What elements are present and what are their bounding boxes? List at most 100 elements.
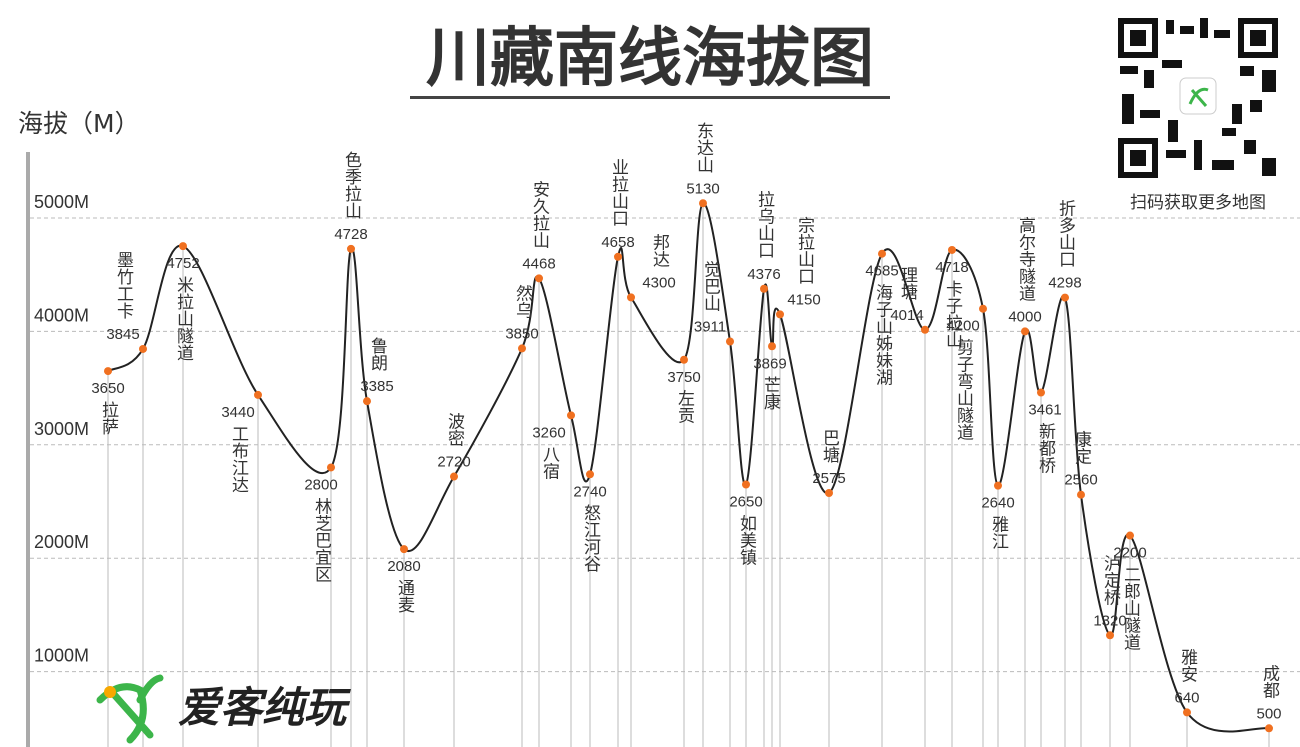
y-axis-line bbox=[26, 152, 30, 747]
place-name: 高尔寺隧道 bbox=[1015, 216, 1036, 301]
value-label: 3750 bbox=[667, 369, 700, 386]
value-label: 3869 bbox=[753, 355, 786, 372]
value-label: 2200 bbox=[1113, 545, 1146, 562]
point-marker bbox=[586, 470, 594, 479]
point-marker bbox=[680, 355, 688, 364]
value-label: 3440 bbox=[221, 404, 254, 421]
place-name: 拉萨 bbox=[98, 401, 119, 435]
place-name: 康定 bbox=[1071, 431, 1092, 465]
value-label: 3911 bbox=[694, 318, 726, 335]
place-name: 卡子拉山 bbox=[942, 280, 963, 348]
point-marker bbox=[776, 310, 784, 319]
place-name: 工布江达 bbox=[228, 425, 249, 493]
place-name: 海子山姊妹湖 bbox=[872, 284, 893, 387]
value-label: 4685 bbox=[865, 263, 898, 280]
y-tick-label: 4000M bbox=[34, 305, 89, 325]
value-label: 2650 bbox=[729, 493, 762, 510]
value-label: 2080 bbox=[387, 558, 420, 575]
value-label: 4658 bbox=[601, 234, 634, 251]
value-label: 4376 bbox=[747, 266, 780, 283]
place-name: 剪子弯山隧道 bbox=[953, 339, 974, 441]
place-name: 然乌 bbox=[512, 284, 533, 319]
point-marker bbox=[768, 342, 776, 351]
point-marker bbox=[979, 304, 987, 313]
place-name: 觉巴山 bbox=[700, 260, 720, 311]
place-name: 拉乌山口 bbox=[754, 191, 775, 259]
point-marker bbox=[760, 284, 768, 293]
point-marker bbox=[614, 252, 622, 261]
value-label: 4718 bbox=[935, 259, 968, 276]
y-tick-label: 3000M bbox=[34, 419, 89, 439]
value-label: 4150 bbox=[787, 291, 820, 308]
place-name: 安久拉山 bbox=[529, 180, 550, 248]
elevation-line bbox=[107, 202, 1270, 733]
point-marker bbox=[1037, 388, 1045, 397]
value-label: 1320 bbox=[1093, 612, 1126, 629]
place-name: 雅江 bbox=[988, 516, 1009, 550]
value-label: 4752 bbox=[166, 255, 199, 272]
chart-title: 川藏南线海拔图 bbox=[426, 22, 874, 96]
point-marker bbox=[254, 390, 262, 399]
place-name: 墨竹工卡 bbox=[113, 251, 134, 319]
value-label: 3850 bbox=[505, 325, 538, 342]
point-marker bbox=[450, 472, 458, 481]
point-marker bbox=[948, 245, 956, 254]
point-marker bbox=[347, 244, 355, 253]
brand-logo bbox=[96, 674, 164, 744]
point-marker bbox=[327, 463, 335, 472]
place-name: 雅安 bbox=[1177, 648, 1198, 682]
value-label: 3461 bbox=[1028, 402, 1061, 419]
place-name: 左贡 bbox=[674, 390, 695, 424]
value-label: 3260 bbox=[532, 424, 565, 441]
y-tick-label: 5000M bbox=[34, 192, 89, 212]
point-marker bbox=[994, 481, 1002, 490]
value-label: 2720 bbox=[437, 454, 470, 471]
place-name: 理塘 bbox=[897, 266, 918, 300]
brand-name: 爱客纯玩 bbox=[178, 683, 351, 732]
point-marker bbox=[363, 397, 371, 406]
place-name: 如美镇 bbox=[736, 514, 757, 565]
point-marker bbox=[726, 337, 734, 346]
value-label: 640 bbox=[1174, 689, 1199, 706]
place-name: 八宿 bbox=[539, 445, 560, 479]
point-marker bbox=[1183, 708, 1191, 717]
value-label: 2560 bbox=[1064, 472, 1097, 489]
place-name: 色季拉山 bbox=[341, 151, 362, 219]
place-name: 成都 bbox=[1259, 664, 1280, 698]
place-name: 新都桥 bbox=[1035, 422, 1056, 473]
value-label: 2740 bbox=[573, 483, 606, 500]
place-name: 宗拉山口 bbox=[794, 216, 815, 284]
point-marker bbox=[1265, 724, 1273, 733]
place-name: 波密 bbox=[444, 413, 465, 447]
place-name: 米拉山隧道 bbox=[173, 276, 194, 361]
place-name: 林芝巴宜区 bbox=[311, 497, 332, 582]
point-marker bbox=[825, 488, 833, 497]
place-name: 巴塘 bbox=[819, 429, 840, 463]
place-name: 二郎山隧道 bbox=[1120, 566, 1141, 651]
plot: 1000M 2000M 3000M 4000M 5000M 3650 拉萨 3845 墨竹工卡 4… bbox=[30, 122, 1300, 747]
value-label: 3385 bbox=[360, 378, 393, 395]
point-marker bbox=[921, 325, 929, 334]
value-label: 4200 bbox=[946, 318, 979, 335]
value-label: 4728 bbox=[334, 226, 367, 243]
point-marker bbox=[1077, 490, 1085, 499]
place-name: 通麦 bbox=[394, 579, 415, 613]
qr-caption: 扫码获取更多地图 bbox=[1130, 193, 1266, 213]
qr-code bbox=[1118, 18, 1278, 178]
value-label: 3845 bbox=[106, 326, 139, 343]
value-label: 4300 bbox=[642, 274, 675, 291]
place-name: 泸定桥 bbox=[1100, 554, 1121, 605]
point-marker bbox=[699, 199, 707, 208]
place-name: 芒康 bbox=[760, 376, 781, 410]
point-marker bbox=[535, 274, 543, 283]
value-label: 4000 bbox=[1008, 308, 1041, 325]
point-marker bbox=[400, 545, 408, 554]
value-label: 5130 bbox=[686, 180, 719, 197]
place-name: 鲁朗 bbox=[367, 337, 388, 371]
point-marker bbox=[139, 344, 147, 353]
value-label: 4298 bbox=[1048, 275, 1081, 292]
point-marker bbox=[1106, 631, 1114, 640]
y-tick-label: 1000M bbox=[34, 646, 89, 666]
point-marker bbox=[1126, 531, 1134, 540]
